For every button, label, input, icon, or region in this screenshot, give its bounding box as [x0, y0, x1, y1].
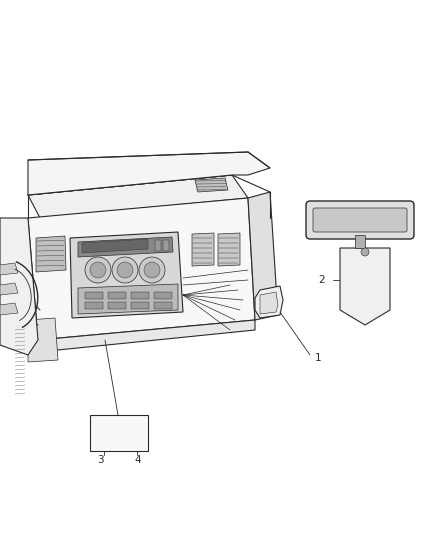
Polygon shape [155, 240, 161, 251]
Circle shape [85, 257, 111, 283]
Polygon shape [192, 233, 214, 266]
Polygon shape [78, 237, 173, 257]
Circle shape [90, 262, 106, 278]
Polygon shape [78, 284, 178, 314]
Circle shape [361, 248, 369, 256]
Bar [85, 292, 103, 299]
Circle shape [117, 262, 133, 278]
Polygon shape [38, 320, 255, 352]
Bar [154, 292, 172, 299]
Polygon shape [260, 292, 278, 314]
Bar [90, 415, 148, 451]
Polygon shape [255, 286, 283, 318]
Polygon shape [0, 218, 38, 355]
Polygon shape [340, 248, 390, 325]
Polygon shape [28, 318, 58, 362]
Bar [108, 292, 126, 299]
Polygon shape [28, 152, 270, 195]
Polygon shape [82, 239, 148, 253]
Polygon shape [355, 235, 365, 248]
Polygon shape [0, 263, 18, 275]
Polygon shape [36, 236, 66, 272]
Text: 4: 4 [135, 455, 141, 465]
Polygon shape [70, 232, 183, 318]
Circle shape [112, 257, 138, 283]
FancyBboxPatch shape [313, 208, 407, 232]
Bar [108, 302, 126, 309]
Polygon shape [195, 178, 228, 192]
Polygon shape [28, 198, 255, 340]
FancyBboxPatch shape [306, 201, 414, 239]
Polygon shape [0, 283, 18, 295]
Bar [85, 302, 103, 309]
Polygon shape [218, 233, 240, 266]
Text: 3: 3 [97, 455, 103, 465]
Text: 1: 1 [315, 353, 321, 363]
Polygon shape [163, 240, 169, 251]
Bar [131, 302, 149, 309]
Text: 2: 2 [318, 275, 325, 285]
Polygon shape [248, 192, 278, 320]
Polygon shape [0, 303, 18, 315]
Bar [131, 292, 149, 299]
Polygon shape [28, 175, 248, 218]
Circle shape [139, 257, 165, 283]
Bar [154, 302, 172, 309]
Circle shape [144, 262, 160, 278]
